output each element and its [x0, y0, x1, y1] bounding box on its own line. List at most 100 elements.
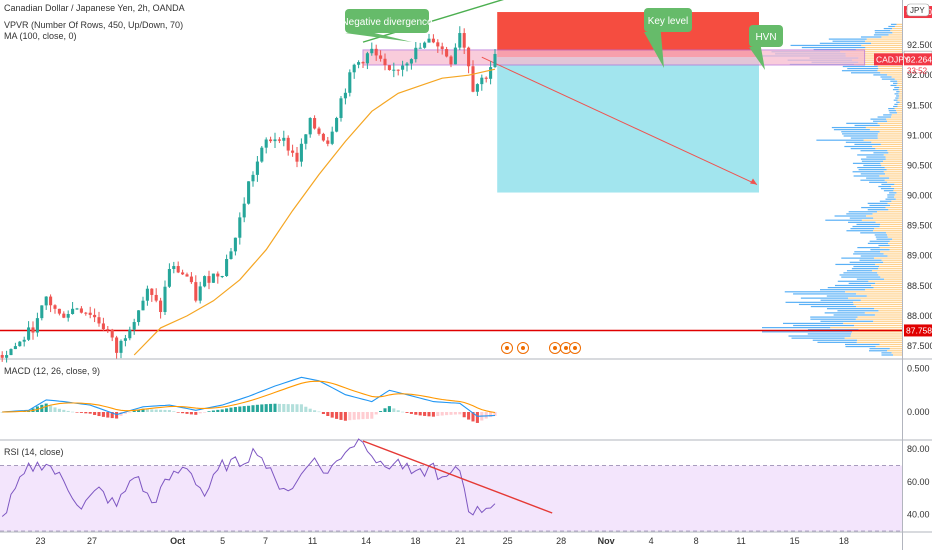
macd-histogram-bar	[273, 403, 277, 412]
vpvr-bar-up	[762, 327, 831, 329]
candle-body	[101, 323, 105, 330]
candle-body	[365, 53, 369, 64]
candle-body	[299, 143, 303, 162]
candle-body	[159, 300, 163, 313]
macd-histogram-bar	[321, 412, 325, 415]
vpvr-bar-down	[890, 204, 902, 207]
macd-histogram-bar	[352, 412, 356, 420]
vpvr-bar-down	[875, 345, 902, 348]
macd-histogram-bar	[330, 412, 334, 418]
macd-histogram-bar	[379, 411, 383, 412]
vpvr-bar-down	[879, 246, 902, 249]
vpvr-bar-up	[837, 280, 869, 282]
macd-histogram-bar	[57, 408, 61, 412]
vpvr-bar-up	[850, 148, 876, 150]
candle-body	[251, 174, 255, 182]
candle-body	[49, 296, 53, 306]
vpvr-bar-down	[899, 95, 902, 97]
vpvr-bar-down	[880, 251, 902, 253]
vpvr-bar-up	[843, 135, 878, 137]
price-tick-label: 91.000	[907, 130, 932, 140]
vpvr-legend[interactable]: VPVR (Number Of Rows, 450, Up/Down, 70)	[4, 20, 184, 30]
candle-body	[317, 128, 321, 134]
candle-body	[449, 56, 453, 65]
time-tick-label: 14	[361, 536, 371, 546]
candle-body	[93, 314, 97, 318]
rsi-legend[interactable]: RSI (14, close)	[4, 447, 64, 457]
currency-badge-label: JPY	[910, 6, 925, 15]
vpvr-bar-up	[867, 202, 888, 204]
vpvr-bar-down	[887, 255, 902, 257]
macd-histogram-bar	[101, 412, 105, 417]
vpvr-bar-down	[848, 297, 902, 299]
vpvr-bar-down	[888, 34, 902, 36]
vpvr-bar-up	[860, 173, 886, 175]
ma-legend[interactable]: MA (100, close, 0)	[4, 31, 77, 41]
vpvr-bar-down	[875, 221, 902, 223]
candle-body	[141, 300, 145, 311]
candle-body	[260, 147, 264, 162]
macd-histogram-bar	[150, 409, 154, 412]
macd-histogram-bar	[229, 407, 233, 412]
rsi-tick-label: 80.00	[907, 444, 930, 454]
vpvr-bar-down	[889, 240, 902, 242]
vpvr-bar-down	[856, 305, 902, 308]
candle-body	[181, 272, 185, 275]
vpvr-bar-up	[827, 287, 874, 289]
macd-histogram-bar	[326, 412, 330, 417]
candle-body	[247, 181, 251, 204]
vpvr-bar-down	[898, 89, 902, 91]
time-tick-label: 18	[410, 536, 420, 546]
vpvr-bar-down	[853, 303, 902, 306]
vpvr-bar-down	[899, 91, 902, 93]
vpvr-bar-up	[854, 251, 881, 253]
price-tick-label: 91.500	[907, 100, 932, 110]
vpvr-bar-up	[851, 72, 881, 74]
macd-histogram-bar	[203, 412, 207, 413]
vpvr-bar-up	[879, 200, 892, 202]
candle-body	[233, 237, 237, 252]
vpvr-bar-up	[869, 181, 888, 183]
vpvr-bar-down	[874, 314, 902, 316]
vpvr-bar-up	[849, 217, 874, 219]
vpvr-bar-down	[845, 291, 902, 293]
vpvr-bar-down	[879, 225, 902, 228]
macd-histogram-bar	[317, 411, 321, 413]
vpvr-bar-down	[892, 27, 902, 30]
vpvr-bar-up	[844, 145, 873, 148]
macd-histogram-bar	[242, 406, 246, 412]
vpvr-bar-up	[876, 238, 893, 240]
vpvr-bar-up	[890, 84, 897, 87]
vpvr-bar-up	[881, 78, 895, 80]
candle-body	[361, 62, 365, 64]
macd-tick-label: 0.000	[907, 407, 930, 417]
macd-legend[interactable]: MACD (12, 26, close, 9)	[4, 366, 101, 376]
vpvr-bar-down	[877, 211, 902, 213]
macd-histogram-bar	[66, 410, 70, 412]
vpvr-bar-down	[879, 131, 902, 133]
candle-body	[0, 354, 4, 358]
vpvr-bar-up	[834, 284, 872, 287]
vpvr-bar-down	[887, 350, 902, 352]
vpvr-bar-down	[890, 30, 902, 32]
event-marker-dot	[553, 346, 557, 350]
vpvr-bar-up	[833, 129, 870, 131]
vpvr-bar-down	[894, 183, 902, 186]
vpvr-bar-down	[856, 293, 902, 295]
vpvr-bar-down	[889, 177, 902, 179]
candle-body	[321, 133, 325, 141]
macd-signal-line	[2, 380, 496, 414]
candles	[0, 26, 497, 363]
candle-body	[145, 288, 149, 301]
vpvr-bar-down	[896, 192, 902, 194]
vpvr-bar-up	[866, 156, 886, 158]
price-tick-label: 89.000	[907, 251, 932, 261]
macd-histogram-bar	[88, 412, 92, 414]
candle-body	[115, 337, 119, 353]
vpvr-bar-down	[868, 280, 902, 282]
vpvr-bar-up	[894, 93, 899, 95]
vpvr-bar-up	[832, 40, 865, 42]
candle-body	[304, 134, 308, 144]
macd-histogram-bar	[106, 412, 110, 418]
